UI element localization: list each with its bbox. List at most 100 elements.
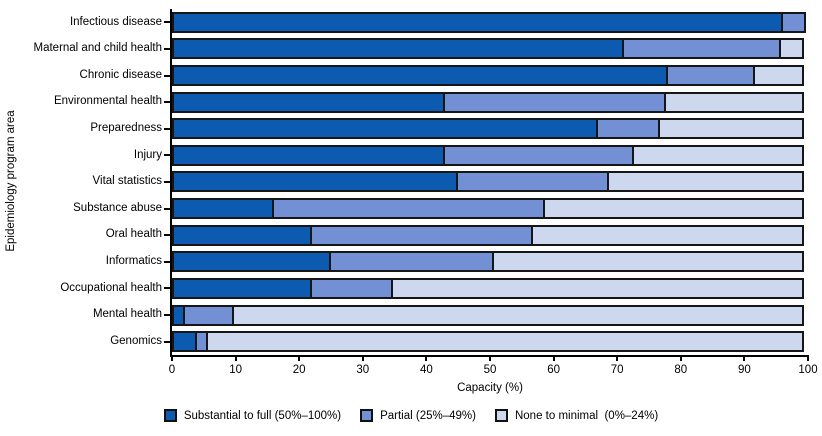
stacked-bar [172,277,808,299]
bar-segment [182,304,234,326]
bar-segment [172,171,459,193]
bar-segment [172,118,599,140]
y-axis-tick [164,74,170,77]
bar-segment [172,38,624,60]
x-axis-tick-label: 70 [610,364,624,376]
stacked-bar [172,331,808,353]
stacked-bar [172,304,808,326]
category-label: Environmental health [53,95,162,108]
bar-segment [271,198,546,220]
x-axis-tick [489,355,491,361]
bar-segment [778,38,804,60]
x-axis-tick [679,355,682,361]
legend-item: Partial (25%–49%) [360,409,476,422]
legend: Substantial to full (50%–100%) Partial (2… [0,409,822,422]
bar-row: Genomics [110,328,808,355]
x-axis-tick [298,355,301,361]
bar-row: Infectious disease [70,9,808,36]
bar-segment [206,331,804,353]
stacked-bar [172,11,808,33]
bar-row: Occupational health [60,275,808,302]
bar-segment [530,224,804,246]
bar-segment [632,144,804,166]
bar-segment [443,144,635,166]
bar-row: Injury [134,142,808,169]
x-axis-tick-label: 80 [674,364,688,376]
legend-label: Substantial to full (50%–100%) [183,409,342,422]
y-axis-tick [164,154,170,157]
bar-row: Maternal and child health [34,36,808,63]
y-axis-tick [164,180,170,183]
category-label: Informatics [105,255,162,268]
stacked-bar [172,38,808,60]
y-axis-tick [164,287,170,290]
bar-segment [172,11,783,33]
x-axis-tick-label: 50 [483,364,497,376]
x-axis-tick-label: 20 [292,364,306,376]
stacked-bar [172,118,808,140]
x-axis-tick [807,355,809,361]
x-axis-tick [552,355,555,361]
legend-swatch [494,409,508,422]
y-axis-tick [164,340,170,343]
bar-rows: Infectious disease Maternal and child hea… [34,9,808,355]
bar-segment [172,65,669,87]
bar-segment [329,251,495,273]
bar-segment [621,38,781,60]
x-axis-tick-label: 40 [419,364,433,376]
y-axis-tick [164,47,170,50]
plot-area: Infectious disease Maternal and child hea… [34,9,818,394]
bar-segment [172,224,312,246]
bar-row: Preparedness [90,115,808,142]
stacked-bar [172,171,808,193]
bar-segment [492,251,804,273]
x-axis-tick [361,355,364,361]
stacked-bar [172,198,808,220]
category-label: Genomics [110,334,162,347]
bar-segment [456,171,609,193]
bar-segment [606,171,804,193]
category-label: Infectious disease [69,15,162,28]
legend-swatch [360,409,374,422]
bar-segment [231,304,804,326]
y-axis-title: Epidemiology program area [5,110,17,252]
bar-segment [172,144,446,166]
x-axis-tick-label: 0 [168,364,176,376]
legend-swatch [163,409,177,422]
bar-segment [543,198,804,220]
category-label: Occupational health [60,281,162,294]
stacked-bar [172,91,808,113]
category-label: Preparedness [90,121,162,134]
x-axis-tick [171,355,173,361]
y-axis-tick [164,207,170,210]
bar-row: Environmental health [54,89,808,116]
bar-segment [309,224,533,246]
y-axis-tick [164,260,170,263]
bar-segment [172,91,446,113]
legend-item: None to minimal (0%–24%) [494,409,658,422]
y-axis-tick [164,21,170,24]
category-label: Injury [133,148,162,161]
x-axis-tick [743,355,746,361]
x-axis: 0 10 20 30 40 50 60 70 80 90 100 [168,355,818,395]
stacked-bar [172,251,808,273]
bar-segment [172,198,274,220]
bar-segment [753,65,804,87]
stacked-bar [172,65,808,87]
legend-label: Partial (25%–49%) [380,409,476,422]
stacked-bar [172,224,808,246]
stacked-bar [172,144,808,166]
category-label: Vital statistics [92,175,162,188]
bar-row: Chronic disease [80,62,808,89]
bar-row: Oral health [106,222,808,249]
x-axis-tick-label: 90 [737,364,751,376]
bar-segment [172,331,198,353]
x-axis-tick [425,355,428,361]
bar-row: Informatics [106,248,808,275]
bar-segment [443,91,667,113]
bar-segment [390,277,804,299]
y-axis-tick [164,127,170,130]
y-axis-tick [164,234,170,237]
x-axis-tick-label: 60 [547,364,560,376]
